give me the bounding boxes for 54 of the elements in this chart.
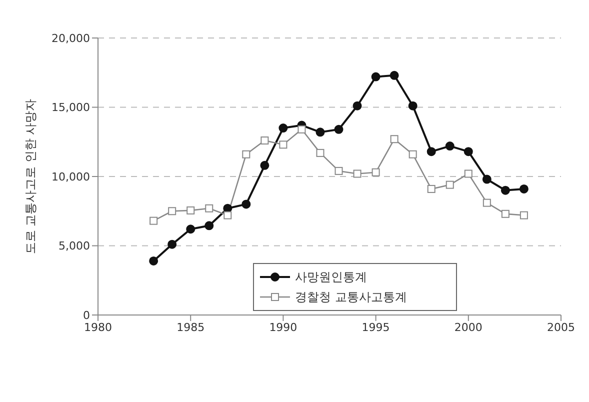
point bbox=[260, 136, 269, 144]
point bbox=[408, 150, 417, 158]
point bbox=[260, 160, 270, 170]
point bbox=[353, 170, 362, 178]
point bbox=[482, 198, 491, 207]
y-tick-label: 20,000 bbox=[52, 32, 90, 45]
point bbox=[278, 124, 288, 133]
point bbox=[334, 124, 344, 134]
point bbox=[427, 184, 436, 193]
point bbox=[242, 150, 250, 158]
point bbox=[186, 224, 196, 234]
point bbox=[464, 170, 472, 178]
point bbox=[464, 147, 473, 156]
point bbox=[168, 207, 176, 216]
point bbox=[445, 142, 454, 151]
point bbox=[426, 147, 436, 156]
x-tick-label: 1990 bbox=[269, 320, 298, 334]
point bbox=[390, 70, 399, 80]
point bbox=[334, 166, 343, 175]
point bbox=[390, 135, 398, 144]
point bbox=[446, 180, 454, 189]
point bbox=[298, 125, 306, 134]
point bbox=[316, 148, 324, 157]
y-tick-label: 0 bbox=[83, 308, 90, 322]
point bbox=[205, 204, 214, 212]
legend-label: 사망원인통계 bbox=[295, 268, 367, 286]
y-tick-label: 5,000 bbox=[58, 240, 90, 253]
point bbox=[500, 186, 510, 195]
x-tick-label: 1985 bbox=[176, 320, 205, 334]
x-tick-label: 1995 bbox=[362, 320, 390, 334]
point bbox=[316, 128, 325, 137]
x-tick-label: 1980 bbox=[84, 320, 112, 334]
point bbox=[279, 140, 288, 149]
point bbox=[520, 211, 528, 220]
y-axis-title: 도로 교통사고로 인한 사망자 bbox=[23, 98, 38, 254]
x-tick-label: 2005 bbox=[547, 320, 575, 334]
point bbox=[408, 101, 418, 110]
point bbox=[371, 72, 380, 82]
point bbox=[352, 101, 362, 110]
y-tick-label: 10,000 bbox=[52, 170, 90, 184]
point bbox=[372, 168, 380, 176]
point bbox=[168, 240, 177, 249]
point bbox=[501, 210, 510, 218]
y-tick-label: 15,000 bbox=[52, 101, 90, 114]
point bbox=[204, 221, 214, 230]
x-tick-label: 2000 bbox=[454, 320, 482, 334]
point bbox=[149, 256, 158, 266]
point bbox=[150, 216, 158, 225]
point bbox=[242, 200, 251, 209]
point bbox=[224, 211, 232, 220]
legend-label: 경찰청 교통사고통계 bbox=[295, 288, 407, 306]
point bbox=[519, 184, 528, 194]
point bbox=[186, 206, 195, 214]
point bbox=[482, 174, 492, 184]
